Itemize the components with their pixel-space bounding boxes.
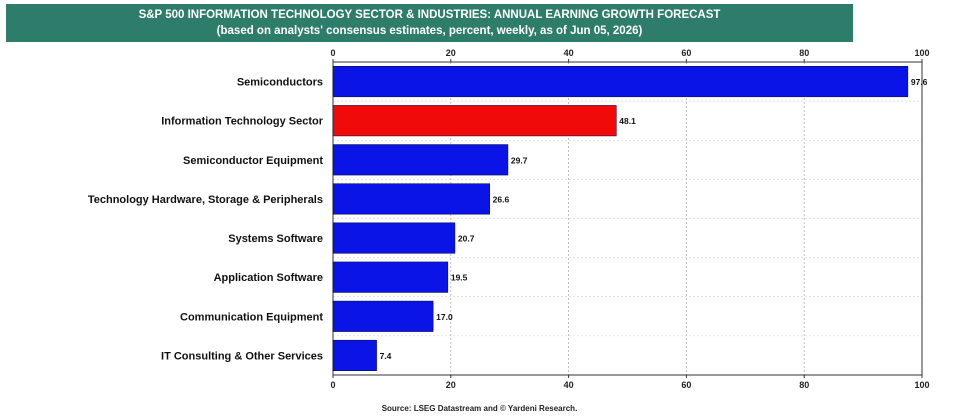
x-tick-label-top-3: 60 (681, 48, 691, 58)
x-tick-label-top-0: 0 (330, 48, 335, 58)
category-label-5: Application Software (214, 272, 323, 284)
x-tick-label-top-2: 40 (564, 48, 574, 58)
bar-0 (332, 66, 909, 98)
x-tick-label-top-5: 100 (914, 48, 929, 58)
bar-5 (332, 261, 449, 293)
x-tick-label-top-1: 20 (446, 48, 456, 58)
chart-title-banner: S&P 500 INFORMATION TECHNOLOGY SECTOR & … (6, 4, 853, 42)
value-label-2: 29.7 (511, 155, 528, 165)
category-label-3: Technology Hardware, Storage & Periphera… (88, 194, 323, 206)
bar-3 (332, 183, 490, 215)
category-label-2: Semiconductor Equipment (183, 155, 323, 167)
value-label-5: 19.5 (451, 273, 468, 283)
x-tick-label-bottom-0: 0 (330, 380, 335, 390)
value-label-1: 48.1 (619, 116, 636, 126)
x-tick-label-bottom-5: 100 (914, 380, 929, 390)
value-label-3: 26.6 (493, 194, 510, 204)
category-label-7: IT Consulting & Other Services (161, 350, 323, 362)
category-label-6: Communication Equipment (180, 311, 323, 323)
value-label-0: 97.6 (911, 77, 928, 87)
bar-7 (332, 339, 377, 371)
chart-title: S&P 500 INFORMATION TECHNOLOGY SECTOR & … (138, 9, 721, 21)
plot-border (332, 61, 923, 376)
category-label-4: Systems Software (228, 233, 323, 245)
value-label-4: 20.7 (458, 234, 475, 244)
bar-6 (332, 300, 434, 332)
chart-source: Source: LSEG Datastream and © Yardeni Re… (381, 404, 578, 413)
x-tick-label-bottom-2: 40 (564, 380, 574, 390)
x-tick-label-top-4: 80 (799, 48, 809, 58)
category-label-1: Information Technology Sector (161, 116, 323, 128)
bar-1 (332, 105, 617, 137)
x-tick-label-bottom-4: 80 (799, 380, 809, 390)
x-tick-label-bottom-3: 60 (681, 380, 691, 390)
category-label-0: Semiconductors (237, 77, 323, 89)
value-label-6: 17.0 (436, 312, 453, 322)
x-tick-label-bottom-1: 20 (446, 380, 456, 390)
bar-4 (332, 222, 456, 254)
value-label-7: 7.4 (380, 351, 392, 361)
bar-2 (332, 144, 509, 176)
chart-subtitle: (based on analysts' consensus estimates,… (216, 25, 643, 37)
